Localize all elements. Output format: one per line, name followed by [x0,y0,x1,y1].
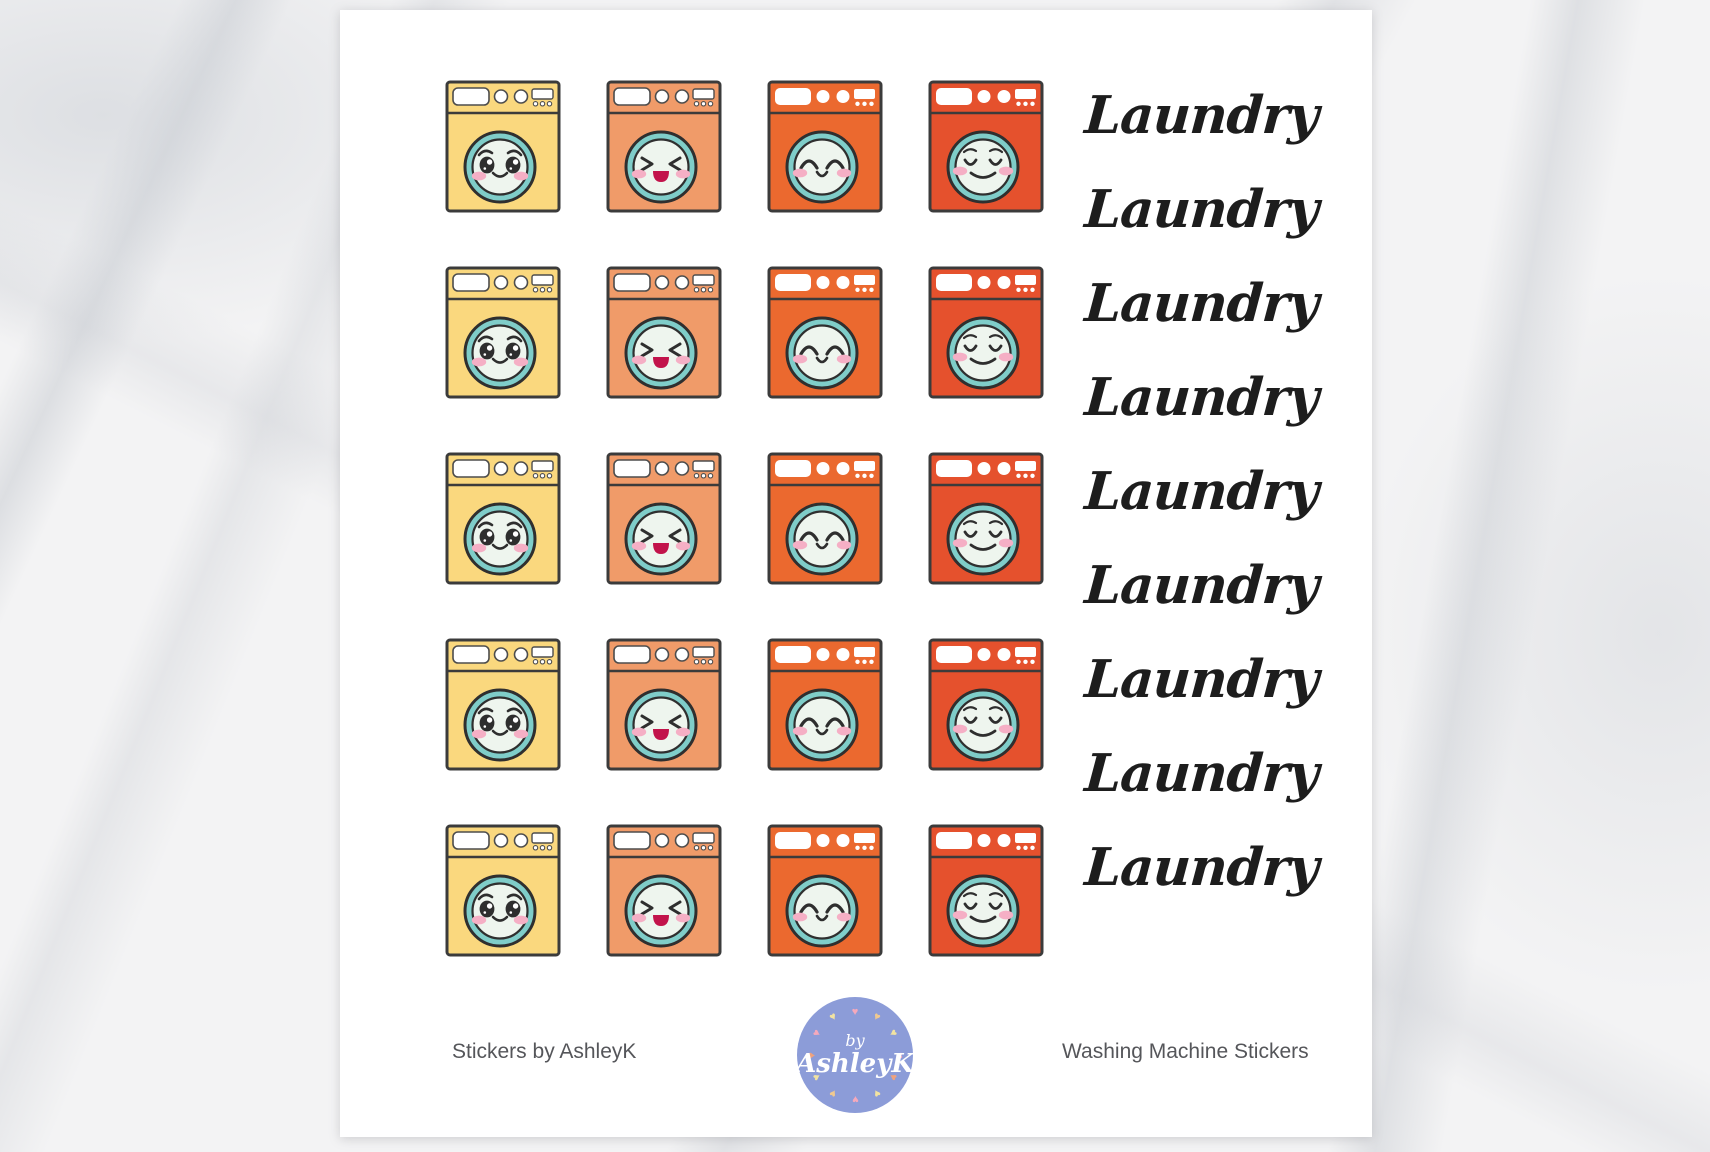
laundry-text-sticker: Laundry [1082,648,1320,710]
washing-machine-sticker-salmon [606,638,722,771]
washing-machine-sticker-red [928,824,1044,957]
washing-machine-sticker-salmon [606,80,722,213]
washing-machine-sticker-salmon [606,266,722,399]
washing-machine-sticker-salmon [606,824,722,957]
laundry-text-sticker: Laundry [1082,836,1320,898]
laundry-text-sticker: Laundry [1082,84,1320,146]
washing-machine-sticker-orange [767,638,883,771]
washing-machine-sticker-red [928,80,1044,213]
washing-machine-sticker-orange [767,824,883,957]
laundry-text-sticker: Laundry [1082,460,1320,522]
laundry-text-sticker: Laundry [1082,554,1320,616]
washing-machine-sticker-orange [767,80,883,213]
footer-product-title: Washing Machine Stickers [1062,1040,1309,1063]
laundry-label-column: Laundry Laundry Laundry Laundry Laundry Laund… [1083,68,1372,914]
washing-machine-sticker-yellow [445,452,561,585]
logo-by-text: by [845,1031,865,1050]
sticker-sheet: Laundry Laundry Laundry Laundry Laundry Laund… [340,10,1372,1137]
washing-machine-sticker-orange [767,266,883,399]
washing-machine-sticker-red [928,266,1044,399]
laundry-text-sticker: Laundry [1082,178,1320,240]
washing-machine-sticker-yellow [445,638,561,771]
laundry-text-sticker: Laundry [1082,272,1320,334]
laundry-text-sticker: Laundry [1082,742,1320,804]
washing-machine-sticker-red [928,452,1044,585]
laundry-text-sticker: Laundry [1082,366,1320,428]
washing-machine-sticker-salmon [606,452,722,585]
washing-machine-sticker-yellow [445,824,561,957]
logo-name-text: AshleyK [796,1049,914,1079]
washing-machine-sticker-red [928,638,1044,771]
brand-logo-stamp: ♥ ♥ ♥ ♥ ♥ ♥ ♥ ♥ ♥ ♥ ♥ ♥ by AshleyK [796,997,914,1113]
heart-icon: ♥ [851,1005,859,1018]
washing-machine-sticker-yellow [445,80,561,213]
washing-machine-sticker-orange [767,452,883,585]
footer-shop-name: Stickers by AshleyK [452,1040,637,1063]
washing-machine-sticker-yellow [445,266,561,399]
